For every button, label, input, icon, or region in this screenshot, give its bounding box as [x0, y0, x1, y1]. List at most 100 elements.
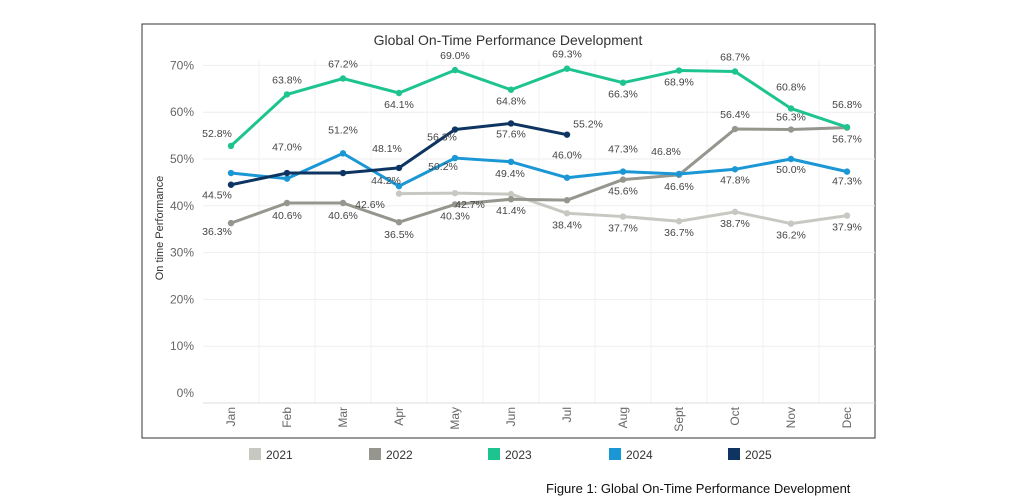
- data-label-2024-sept: 46.8%: [651, 146, 681, 158]
- series-line-2023: [229, 67, 848, 148]
- point-2023-aug: [619, 79, 627, 86]
- point-2023-jul: [563, 65, 571, 72]
- data-label-2022-oct: 56.4%: [720, 109, 750, 121]
- point-2023-nov: [787, 105, 795, 112]
- point-2025-jan: [227, 181, 235, 188]
- chart-frame: [141, 23, 876, 439]
- y-axis-label: On time Performance: [154, 176, 166, 281]
- data-label-2025-jan: 44.5%: [202, 190, 232, 202]
- y-tick-label-40: 40%: [170, 199, 194, 213]
- x-tick-label-jul: Jul: [560, 407, 574, 422]
- point-2024-feb: [283, 175, 291, 182]
- point-2022-apr: [395, 218, 403, 226]
- point-2024-aug: [619, 168, 627, 175]
- point-2022-jul: [563, 196, 571, 204]
- legend-swatch-2021: [249, 448, 261, 460]
- point-2023-jun: [507, 86, 515, 93]
- data-label-2024-aug: 47.3%: [608, 144, 638, 156]
- point-2023-sept: [675, 67, 683, 74]
- x-tick-label-mar: Mar: [336, 407, 350, 428]
- legend-label-2022: 2022: [386, 448, 413, 462]
- point-2022-jan: [227, 219, 235, 227]
- point-2024-may: [451, 154, 459, 162]
- data-label-2022-dec: 56.7%: [832, 134, 862, 146]
- data-label-2023-nov: 60.8%: [776, 81, 806, 93]
- data-label-2025-apr: 48.1%: [372, 143, 402, 155]
- point-2024-jan: [227, 169, 235, 177]
- point-2023-feb: [283, 91, 291, 98]
- data-label-2021-sept: 36.7%: [664, 227, 694, 239]
- point-2024-mar: [339, 150, 347, 157]
- data-label-2023-aug: 66.3%: [608, 89, 638, 101]
- point-2021-oct: [731, 208, 739, 216]
- data-label-2023-apr: 64.1%: [384, 99, 414, 111]
- data-label-2024-dec: 47.3%: [832, 176, 862, 188]
- data-label-2022-jun: 41.4%: [496, 205, 526, 217]
- x-tick-label-aug: Aug: [616, 407, 630, 428]
- x-tick-label-jan: Jan: [224, 407, 238, 426]
- data-label-2022-aug: 45.6%: [608, 186, 638, 198]
- y-tick-label-10: 10%: [170, 339, 194, 353]
- data-label-2021-may: 42.7%: [455, 199, 485, 211]
- point-2021-dec: [843, 212, 851, 219]
- data-label-2023-dec: 56.8%: [832, 99, 862, 111]
- data-label-2023-sept: 68.9%: [664, 77, 694, 89]
- point-2024-jul: [563, 174, 571, 181]
- y-tick-label-30: 30%: [170, 246, 194, 260]
- point-2025-apr: [395, 164, 403, 172]
- legend-label-2025: 2025: [745, 448, 772, 462]
- data-label-2024-may: 50.2%: [428, 161, 458, 173]
- legend-swatch-2022: [369, 448, 381, 460]
- data-label-2022-sept: 46.6%: [664, 181, 694, 193]
- data-label-2021-oct: 38.7%: [720, 218, 750, 230]
- point-2024-oct: [731, 166, 739, 173]
- data-label-2025-may: 56.3%: [427, 132, 457, 144]
- data-label-2025-jun: 57.6%: [496, 128, 526, 140]
- data-label-2023-mar: 67.2%: [328, 59, 358, 71]
- x-tick-label-dec: Dec: [840, 407, 854, 428]
- data-label-2024-feb: 47.0%: [272, 142, 302, 154]
- data-label-2024-jul: 46.0%: [552, 150, 582, 162]
- data-label-2022-feb: 40.6%: [272, 210, 302, 222]
- legend-label-2023: 2023: [505, 448, 532, 462]
- data-label-2021-apr: 42.6%: [355, 199, 385, 211]
- point-2023-jan: [227, 142, 235, 150]
- point-2022-oct: [731, 125, 739, 133]
- legend-label-2024: 2024: [626, 448, 653, 462]
- data-label-2024-nov: 50.0%: [776, 164, 806, 176]
- data-label-2023-jan: 52.8%: [202, 128, 232, 140]
- series-line-2022: [230, 126, 848, 225]
- point-2025-feb: [283, 169, 291, 177]
- data-label-2024-oct: 47.8%: [720, 174, 750, 186]
- point-2021-aug: [619, 213, 627, 220]
- label-layer: 38.4% 37.7% 36.7% 38.7% 36.2% 37.9% 36.3% 40.6%…: [202, 49, 862, 242]
- axis-layer: 0% 10% 20% 30% 40% 50% 60% 70% Jan Feb Mar Apr May Ju…: [170, 58, 875, 432]
- data-label-2024-apr: 44.2%: [371, 175, 401, 187]
- y-tick-label-50: 50%: [170, 152, 194, 166]
- y-tick-label-60: 60%: [170, 105, 194, 119]
- x-tick-label-feb: Feb: [280, 407, 294, 428]
- point-2023-apr: [395, 89, 403, 97]
- data-label-2025-jul: 55.2%: [573, 119, 603, 131]
- data-label-2024-jun: 49.4%: [495, 168, 525, 180]
- legend: 2021 2022 2023 2024 2025: [249, 448, 772, 462]
- point-2021-may: [451, 189, 459, 197]
- point-2021-nov: [787, 220, 795, 227]
- legend-label-2021: 2021: [266, 448, 293, 462]
- point-2023-dec: [843, 123, 851, 131]
- point-2024-nov: [787, 155, 795, 163]
- data-label-2023-jul: 69.3%: [552, 49, 582, 61]
- x-tick-label-sept: Sept: [672, 406, 686, 431]
- point-2022-may: [451, 201, 459, 208]
- y-tick-label-20: 20%: [170, 292, 194, 306]
- point-2023-mar: [339, 75, 347, 82]
- figure-caption: Figure 1: Global On-Time Performance Dev…: [546, 481, 851, 496]
- point-2024-jun: [507, 158, 515, 166]
- grid-layer: [203, 60, 875, 403]
- data-label-2023-may: 69.0%: [440, 50, 470, 62]
- point-2021-jul: [563, 210, 571, 217]
- point-2024-apr: [395, 182, 403, 190]
- series-layer: [227, 65, 851, 227]
- x-tick-label-oct: Oct: [728, 406, 742, 425]
